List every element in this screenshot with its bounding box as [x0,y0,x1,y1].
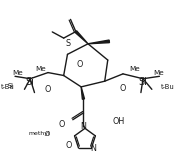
Text: Me: Me [130,66,140,72]
Text: Si: Si [139,77,147,87]
Text: S: S [65,39,71,48]
Text: Si: Si [7,83,13,89]
Text: O: O [59,120,65,129]
Polygon shape [75,31,88,44]
Text: t-Bu: t-Bu [161,84,175,90]
Text: N: N [90,144,96,153]
Polygon shape [81,87,84,99]
Text: O: O [66,141,72,150]
Text: O: O [77,60,83,69]
Text: OH: OH [112,117,125,126]
Text: O: O [45,131,50,137]
Text: Me: Me [35,66,46,72]
Text: methyl: methyl [29,131,50,136]
Polygon shape [88,40,109,44]
Text: t-Bu: t-Bu [1,84,15,90]
Text: Me: Me [13,70,23,76]
Text: O: O [120,84,126,93]
Text: Si: Si [26,77,35,87]
Text: O: O [45,85,51,94]
Text: Me: Me [153,70,164,76]
Text: N: N [80,122,86,131]
